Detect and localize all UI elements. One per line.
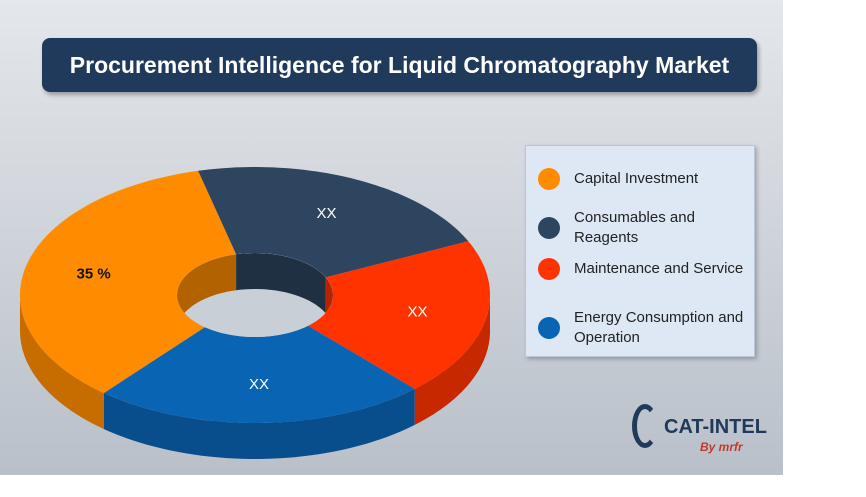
- inner-wall: [177, 254, 237, 331]
- slice-wall: [103, 388, 415, 459]
- legend: Capital Investment Consumables and Reagen…: [525, 145, 755, 357]
- legend-label: Maintenance and Service: [574, 260, 744, 277]
- slice-wall: [20, 295, 104, 430]
- legend-label: Energy Consumption and Operation: [574, 309, 744, 346]
- inner-wall: [236, 253, 326, 314]
- legend-item: Consumables and Reagents: [538, 208, 748, 248]
- legend-swatch: [538, 317, 560, 339]
- logo-name: CAT-INTEL: [664, 416, 767, 438]
- legend-item: Energy Consumption and Operation: [538, 308, 748, 348]
- legend-swatch: [538, 258, 560, 280]
- data-label: XX: [407, 303, 427, 320]
- data-label: XX: [317, 205, 337, 222]
- legend-item: Maintenance and Service: [538, 258, 748, 280]
- legend-label: Consumables and Reagents: [574, 209, 695, 246]
- legend-swatch: [538, 217, 560, 239]
- slice: [198, 167, 469, 278]
- legend-label: Capital Investment: [574, 170, 699, 187]
- slice: [20, 170, 237, 394]
- data-label: XX: [249, 376, 269, 393]
- logo-tagline: By mrfr: [700, 440, 743, 454]
- slice-wall: [414, 295, 490, 425]
- slice: [103, 325, 415, 423]
- legend-item: Capital Investment: [538, 168, 748, 190]
- slice: [308, 241, 490, 389]
- logo: CAT-INTEL By mrfr: [632, 398, 772, 458]
- data-label: 35 %: [77, 266, 111, 283]
- legend-swatch: [538, 168, 560, 190]
- chart-title: Procurement Intelligence for Liquid Chro…: [42, 38, 757, 92]
- logo-icon: [632, 404, 658, 448]
